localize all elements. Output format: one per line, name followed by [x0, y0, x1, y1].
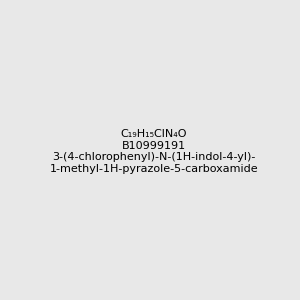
- Text: C₁₉H₁₅ClN₄O
B10999191
3-(4-chlorophenyl)-N-(1H-indol-4-yl)-
1-methyl-1H-pyrazole: C₁₉H₁₅ClN₄O B10999191 3-(4-chlorophenyl)…: [50, 129, 258, 174]
